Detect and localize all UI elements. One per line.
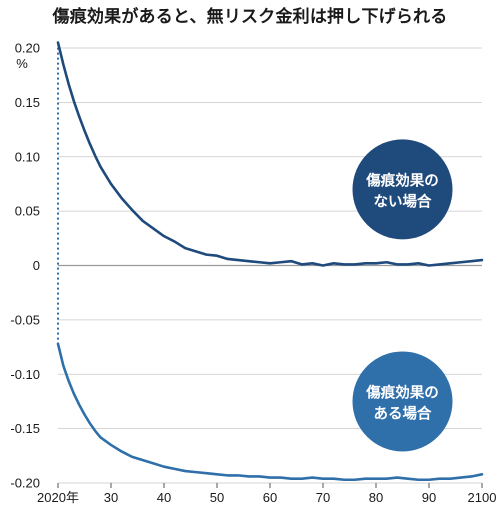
y-tick-label: -0.20 bbox=[10, 476, 40, 491]
y-tick-label: 0.10 bbox=[15, 149, 40, 164]
bubble-scar-circle bbox=[352, 351, 453, 452]
y-tick-label: 0 bbox=[33, 258, 40, 273]
bubble-no-scar-text: 傷痕効果の bbox=[365, 171, 439, 189]
y-tick-label: -0.10 bbox=[10, 367, 40, 382]
x-axis: 2020年 30 40 50 60 70 80 90 2100 bbox=[37, 483, 496, 505]
series-line-1 bbox=[56, 41, 484, 267]
x-tick-label: 50 bbox=[210, 490, 224, 505]
x-tick-label: 2020年 bbox=[37, 490, 79, 505]
bubble-no-scar-text: ない場合 bbox=[374, 192, 432, 210]
x-tick-label: 70 bbox=[316, 490, 330, 505]
y-tick-label: -0.05 bbox=[10, 312, 40, 327]
x-tick-label: 2100 bbox=[468, 490, 497, 505]
x-tick-label: 30 bbox=[104, 490, 118, 505]
series-line-2 bbox=[56, 342, 484, 482]
y-tick-label: 0.15 bbox=[15, 95, 40, 110]
x-tick-label: 40 bbox=[157, 490, 171, 505]
y-unit-label: % bbox=[16, 56, 28, 71]
y-tick-label: 0.05 bbox=[15, 204, 40, 219]
chart-title: 傷痕効果があると、無リスク金利は押し下げられる bbox=[52, 7, 448, 27]
x-tick-label: 60 bbox=[263, 490, 277, 505]
bubble-scar-text: 傷痕効果の bbox=[365, 383, 439, 401]
series-lines bbox=[56, 41, 484, 482]
x-tick-label: 80 bbox=[369, 490, 383, 505]
x-tick-label: 90 bbox=[422, 490, 436, 505]
y-tick-label: 0.20 bbox=[15, 41, 40, 56]
bubble-scar-text: ある場合 bbox=[374, 404, 432, 422]
bubble-no-scar-circle bbox=[352, 139, 453, 240]
y-tick-label: -0.15 bbox=[10, 421, 40, 436]
y-axis: 0.20 0.15 0.10 0.05 0 -0.05 -0.10 -0.15 -0.20% bbox=[10, 41, 40, 491]
